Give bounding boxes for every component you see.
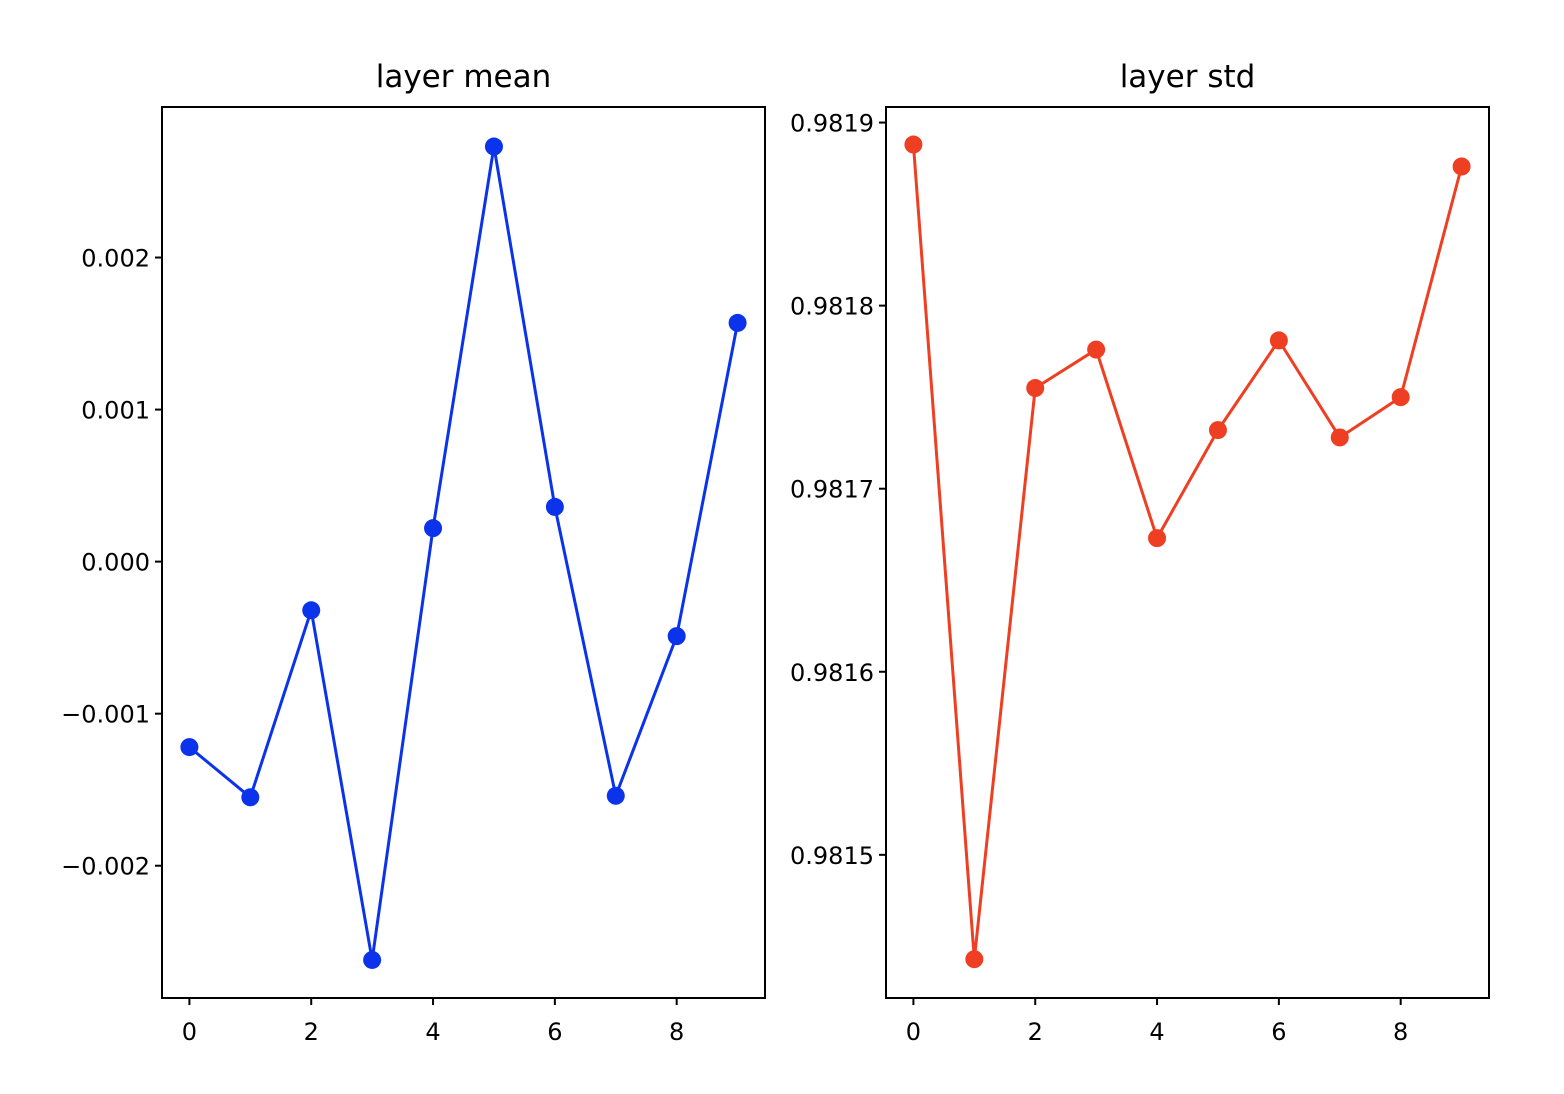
layer-mean-data-point: [302, 601, 321, 620]
layer-std-y-tick-label: 0.9816: [790, 659, 874, 687]
layer-mean-title: layer mean: [376, 59, 552, 95]
layer-std-data-point: [1452, 157, 1471, 176]
layer-std-data-point: [965, 950, 984, 969]
layer-mean-panel: layer mean 0 2 4 6 8 −0.002 −0.001 0.000 0.001 0.…: [61, 59, 766, 1046]
layer-mean-y-tick-label: 0.000: [81, 549, 150, 577]
layer-std-data-point: [1391, 388, 1410, 407]
layer-std-y-tick-label: 0.9818: [790, 293, 874, 321]
layer-mean-data-point: [728, 313, 747, 332]
layer-mean-data-point: [424, 519, 443, 538]
layer-mean-x-tick-label: 4: [425, 1018, 440, 1046]
layer-std-panel: layer std 0 2 4 6 8 0.9815 0.9816 0.9817 0.9818 0…: [790, 59, 1490, 1046]
layer-mean-y-tick-label: 0.001: [81, 397, 150, 425]
layer-std-x-tick-label: 6: [1271, 1018, 1286, 1046]
layer-std-data-point: [904, 135, 923, 154]
layer-std-x-tick-label: 4: [1149, 1018, 1164, 1046]
layer-mean-data-point: [363, 950, 382, 969]
layer-mean-y-tick-label: −0.001: [61, 701, 150, 729]
layer-std-title: layer std: [1120, 59, 1256, 95]
layer-std-data-point: [1330, 428, 1349, 447]
layer-mean-data-point: [606, 786, 625, 805]
layer-std-y-tick-label: 0.9819: [790, 110, 874, 138]
layer-mean-x-tick-label: 0: [182, 1018, 197, 1046]
layer-std-series-line: [911, 144, 1464, 961]
layer-mean-series-line: [188, 145, 740, 962]
layer-std-data-point: [1087, 340, 1106, 359]
layer-mean-data-point: [180, 738, 199, 757]
layer-mean-data-point: [484, 137, 503, 156]
layer-mean-data-point: [667, 627, 686, 646]
layer-mean-x-tick-label: 6: [547, 1018, 562, 1046]
layer-std-data-point: [1148, 529, 1167, 548]
layer-std-x-tick-label: 2: [1028, 1018, 1043, 1046]
layer-std-data-point: [1026, 379, 1045, 398]
layer-std-y-tick-label: 0.9817: [790, 476, 874, 504]
layer-mean-x-tick-label: 2: [304, 1018, 319, 1046]
layer-mean-x-tick-label: 8: [669, 1018, 684, 1046]
layer-std-y-tick-label: 0.9815: [790, 842, 874, 870]
layer-mean-data-point: [545, 497, 564, 516]
layer-mean-y-tick-label: −0.002: [61, 853, 150, 881]
layer-std-data-point: [1208, 421, 1227, 440]
layer-mean-plot-frame: [161, 106, 766, 999]
layer-std-data-point: [1269, 331, 1288, 350]
layer-mean-y-tick-label: 0.002: [81, 245, 150, 273]
layer-std-plot-frame: [885, 106, 1490, 999]
layer-std-x-tick-label: 8: [1393, 1018, 1408, 1046]
layer-mean-data-point: [241, 788, 260, 807]
layer-std-x-tick-label: 0: [906, 1018, 921, 1046]
